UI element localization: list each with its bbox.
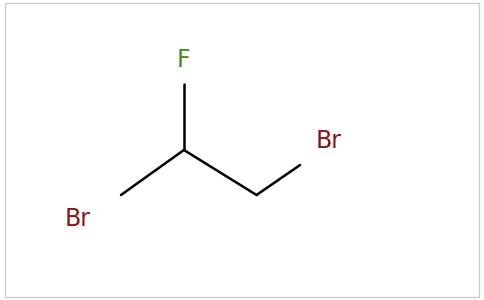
Text: F: F: [177, 48, 191, 72]
Text: Br: Br: [64, 207, 91, 231]
Text: Br: Br: [316, 129, 342, 153]
